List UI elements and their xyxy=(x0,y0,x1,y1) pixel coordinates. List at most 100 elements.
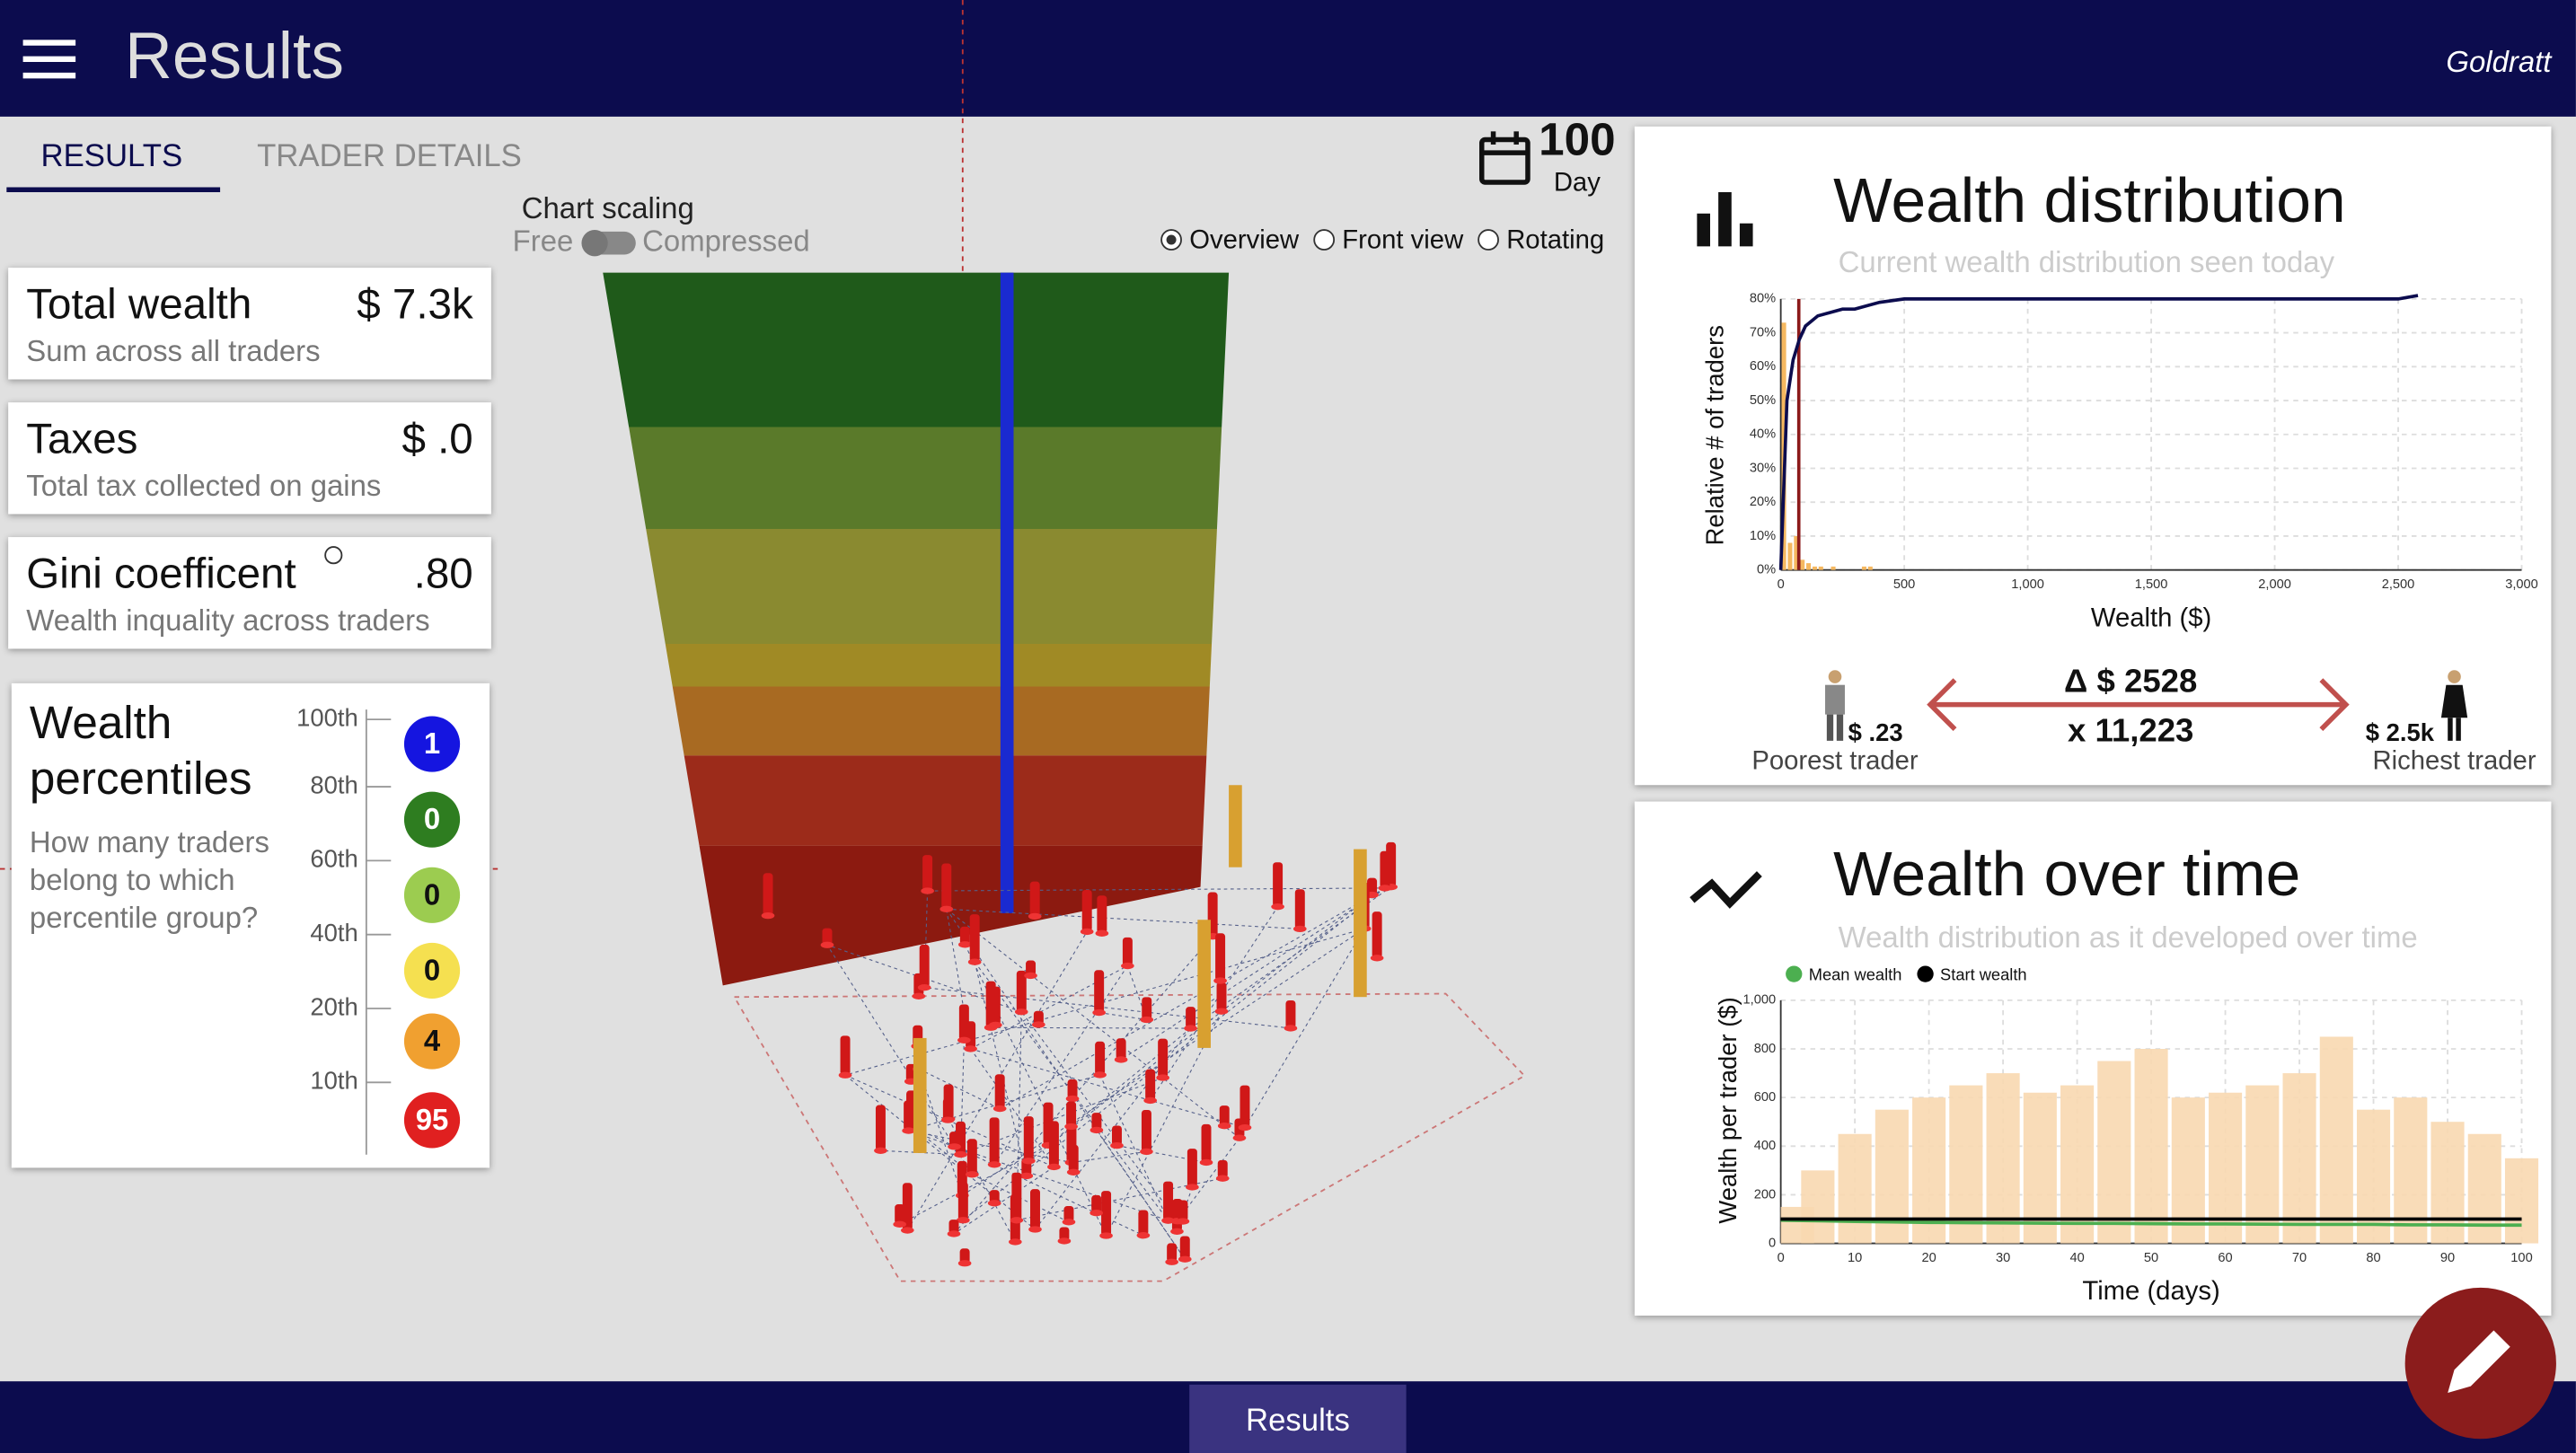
x-tick-label: 50 xyxy=(2144,1251,2158,1265)
trader-pin xyxy=(1059,1227,1070,1241)
stat-title: Gini coefficent xyxy=(26,550,296,598)
y-tick-label: 30% xyxy=(1750,461,1776,475)
trader-pin xyxy=(1179,1236,1190,1260)
trade-link xyxy=(918,1068,1001,1110)
range-bar xyxy=(2394,1097,2428,1244)
trader-pin xyxy=(990,986,1001,1026)
trader-scene xyxy=(603,272,1526,1282)
distribution-card xyxy=(1634,126,2552,786)
trader-pin xyxy=(1091,1194,1102,1213)
scaling-toggle[interactable] xyxy=(581,230,636,257)
trader-base xyxy=(1021,1158,1036,1165)
trade-link xyxy=(924,987,1292,1029)
card-title: Wealth over time xyxy=(1833,839,2300,909)
trade-link xyxy=(991,1026,1191,1029)
histogram-bar xyxy=(1812,566,1817,570)
wall-band xyxy=(603,272,1230,427)
richest-label: Richest trader xyxy=(2372,746,2536,775)
trade-link xyxy=(1244,928,1365,1128)
trader-base xyxy=(1024,972,1037,980)
trader-base xyxy=(1284,1025,1298,1032)
range-bar xyxy=(2504,1158,2539,1244)
trade-link xyxy=(844,1074,1036,1230)
trade-link xyxy=(927,887,1385,892)
card-title: Wealth distribution xyxy=(1833,165,2345,235)
line-icon xyxy=(1689,871,1762,909)
trader-pin xyxy=(1273,862,1284,907)
logo: Goldratt xyxy=(2446,45,2553,78)
percentile-scale: 100th 80th 60th 40th 20th 10th 1 0 0 0 4 95 xyxy=(296,703,461,1155)
percentile-count: 0 xyxy=(424,802,440,835)
view-option[interactable]: Overview xyxy=(1160,226,1300,255)
trader-pin xyxy=(949,1132,960,1147)
trade-link xyxy=(899,1144,1049,1225)
x-tick-label: 70 xyxy=(2292,1251,2307,1265)
trader-base xyxy=(902,1127,915,1134)
tab[interactable]: RESULTS xyxy=(41,139,183,173)
stat-title: Total wealth xyxy=(26,281,251,329)
trader-base xyxy=(1057,1237,1072,1245)
view-option-label: Front view xyxy=(1342,226,1464,255)
edit-button[interactable] xyxy=(2404,1287,2556,1440)
trader-base xyxy=(761,911,775,920)
trade-link xyxy=(962,887,1386,1221)
wealth-ratio: x 11,223 xyxy=(2068,711,2193,748)
trader-base xyxy=(1378,885,1392,892)
menu-button[interactable] xyxy=(22,40,76,79)
view-option[interactable]: Front view xyxy=(1313,226,1464,255)
stat-subtitle: Total tax collected on gains xyxy=(26,469,381,502)
view-option[interactable]: Rotating xyxy=(1478,226,1604,255)
trader-base xyxy=(1047,1163,1061,1171)
view-option-label: Overview xyxy=(1189,226,1300,255)
trade-link xyxy=(953,936,1213,1235)
percentile-count: 95 xyxy=(416,1103,449,1136)
trader-base xyxy=(1114,1056,1128,1063)
trader-pin xyxy=(902,1183,913,1231)
card-subtitle: Wealth distribution as it developed over… xyxy=(1839,920,2418,954)
trade-link xyxy=(1099,1074,1169,1221)
range-bar xyxy=(2097,1061,2131,1244)
y-tick-label: 60% xyxy=(1750,359,1776,374)
trader-pin xyxy=(1016,970,1027,1012)
trader-base xyxy=(1215,1175,1230,1182)
poorest-label: Poorest trader xyxy=(1751,746,1919,775)
trader-pin xyxy=(1030,1189,1040,1229)
trader-pin xyxy=(1091,1113,1102,1131)
trader-pin xyxy=(1142,997,1152,1020)
x-tick-label: 3,000 xyxy=(2505,577,2538,592)
x-tick-label: 60 xyxy=(2218,1251,2232,1265)
trader-pin xyxy=(1216,982,1227,1012)
tab[interactable]: TRADER DETAILS xyxy=(257,139,522,173)
trader-base xyxy=(957,1036,971,1044)
stat-value: $ .0 xyxy=(401,416,472,463)
percentile-title: percentiles xyxy=(30,753,252,804)
trader-pin xyxy=(1239,1085,1250,1128)
histogram-bar xyxy=(1831,566,1836,570)
trader-pin xyxy=(1029,881,1040,917)
range-bar xyxy=(2209,1092,2243,1244)
trader-base xyxy=(1092,1008,1106,1017)
y-axis-label: Relative # of traders xyxy=(1701,325,1729,545)
x-tick-label: 10 xyxy=(1848,1251,1862,1265)
trade-link xyxy=(1116,1145,1207,1163)
trader-pin xyxy=(1067,1079,1078,1099)
help-icon[interactable] xyxy=(324,546,343,565)
trader-pin xyxy=(1033,1010,1044,1025)
x-tick-label: 100 xyxy=(2510,1251,2532,1265)
stat-card: Gini coefficent .80 Wealth inquality acr… xyxy=(8,537,491,649)
trader-pin xyxy=(895,1204,905,1225)
trade-link xyxy=(1098,1012,1147,1021)
bottom-tab[interactable] xyxy=(1189,1384,1407,1453)
floor xyxy=(732,992,1526,1282)
trader-base xyxy=(957,1260,972,1267)
range-bar xyxy=(2356,1109,2391,1244)
trader-base xyxy=(1090,1210,1103,1217)
wealth-gap: Δ $ 2528 xyxy=(2064,663,2197,700)
range-bar xyxy=(2171,1097,2205,1244)
y-tick-label: 10% xyxy=(1750,529,1776,543)
x-tick-label: 40 xyxy=(2069,1251,2084,1265)
trader-pin xyxy=(1141,1109,1151,1152)
y-axis-label: Wealth per trader ($) xyxy=(1714,997,1742,1224)
